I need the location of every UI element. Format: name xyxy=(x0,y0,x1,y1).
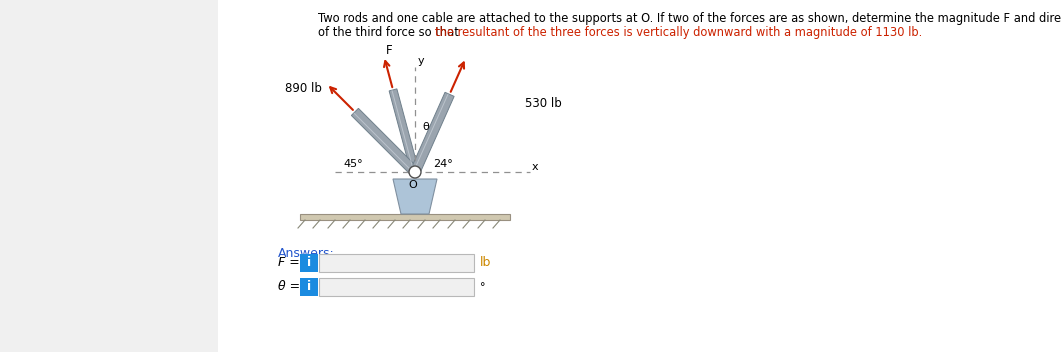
Text: F =: F = xyxy=(278,257,300,270)
Polygon shape xyxy=(392,90,415,172)
Polygon shape xyxy=(351,108,418,176)
Text: Two rods and one cable are attached to the supports at O. If two of the forces a: Two rods and one cable are attached to t… xyxy=(318,12,1061,25)
Bar xyxy=(300,278,318,296)
Text: °: ° xyxy=(480,282,486,292)
Text: Answers:: Answers: xyxy=(278,247,335,260)
Polygon shape xyxy=(393,179,437,214)
Bar xyxy=(300,254,318,272)
Text: 530 lb: 530 lb xyxy=(525,97,561,110)
Text: F: F xyxy=(386,44,393,57)
Bar xyxy=(319,278,474,296)
Text: i: i xyxy=(307,281,311,294)
Polygon shape xyxy=(300,214,510,220)
Text: 890 lb: 890 lb xyxy=(285,82,321,95)
Polygon shape xyxy=(353,113,414,174)
Polygon shape xyxy=(413,94,449,171)
Text: O: O xyxy=(408,180,417,190)
Text: y: y xyxy=(418,56,424,66)
Circle shape xyxy=(408,166,421,178)
Polygon shape xyxy=(411,92,454,174)
Bar xyxy=(319,254,474,272)
Text: x: x xyxy=(532,162,539,172)
Text: 45°: 45° xyxy=(344,159,363,169)
Text: i: i xyxy=(307,257,311,270)
Text: lb: lb xyxy=(480,257,491,270)
Text: 24°: 24° xyxy=(433,159,453,169)
Polygon shape xyxy=(389,89,419,173)
Text: θ: θ xyxy=(422,122,429,132)
Bar xyxy=(218,0,1061,352)
Text: the resultant of the three forces is vertically downward with a magnitude of 113: the resultant of the three forces is ver… xyxy=(435,26,922,39)
Text: θ =: θ = xyxy=(278,281,300,294)
Text: of the third force so that: of the third force so that xyxy=(318,26,463,39)
